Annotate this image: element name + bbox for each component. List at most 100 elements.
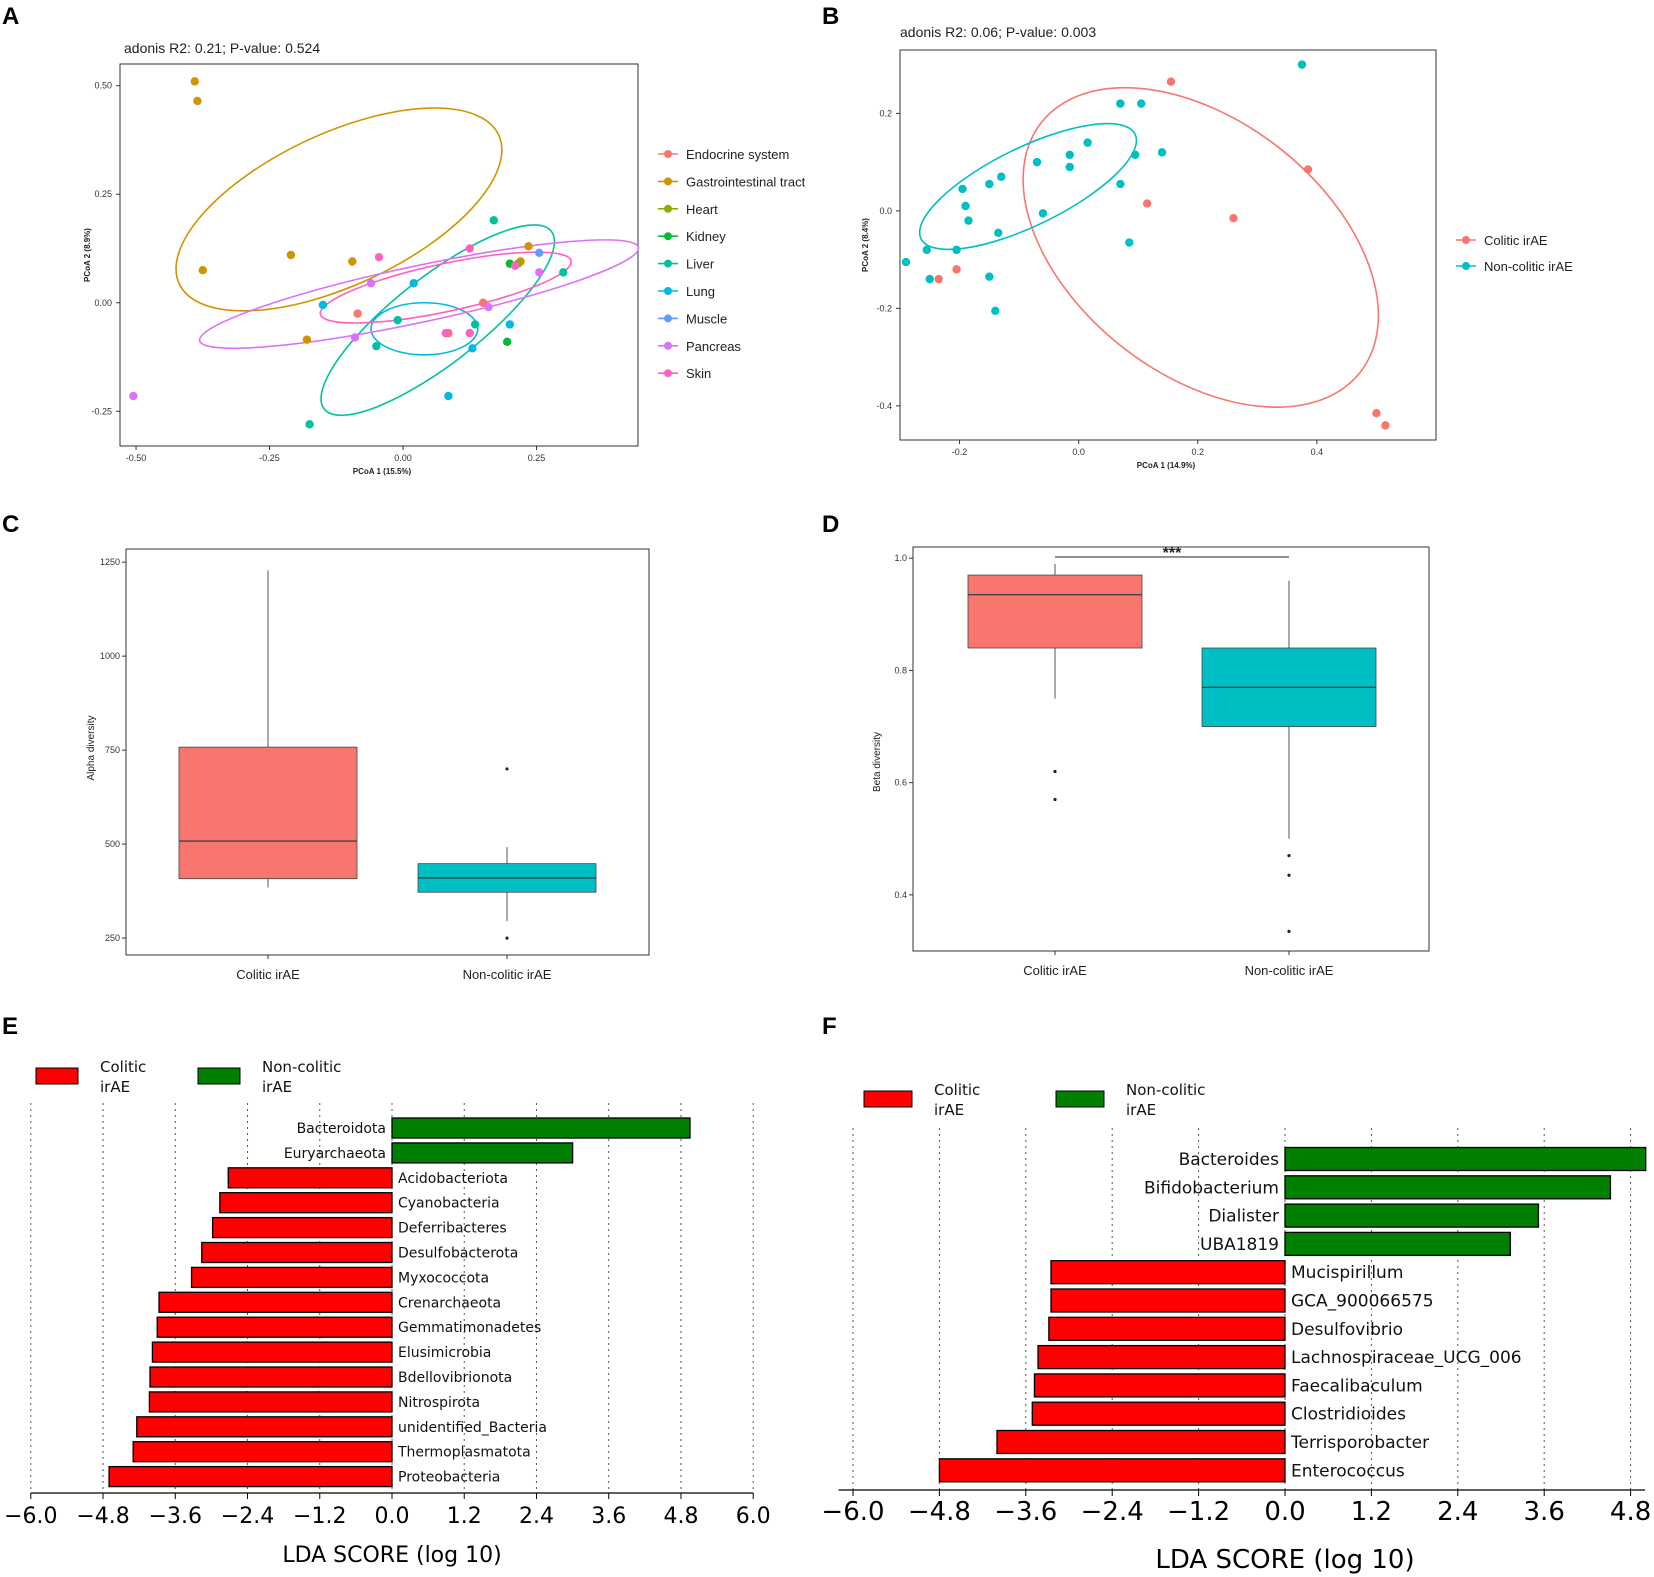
panel-a-xlabel: PCoA 1 (15.5%) xyxy=(353,467,412,476)
panel-d-ytick-label: 1.0 xyxy=(894,553,907,563)
panel-f-bar-label-lachnospiraceae-ucg-006: Lachnospiraceae_UCG_006 xyxy=(1291,1348,1522,1368)
panel-a-legend-dot-pancreas xyxy=(664,341,672,350)
panel-f-bar-label-desulfovibrio: Desulfovibrio xyxy=(1291,1320,1403,1340)
panel-a-ytick-label: 0.00 xyxy=(94,298,112,308)
panel-a-ellipse-pancreas xyxy=(198,239,640,350)
panel-b-ellipse-colitic-irae xyxy=(1022,86,1380,408)
panel-e-xtick-label: −2.4 xyxy=(221,1504,274,1529)
panel-e-xtick-label: 3.6 xyxy=(591,1504,626,1529)
panel-f-bar-uba1819 xyxy=(1284,1231,1512,1257)
panel-e-bar-label-unidentified-bacteria: unidentified_Bacteria xyxy=(398,1420,547,1436)
panel-a-point-skin xyxy=(510,261,520,271)
panel-f-bar-label-uba1819: UBA1819 xyxy=(1200,1235,1279,1255)
panel-b-point-non-colitic-irae xyxy=(985,179,994,189)
panel-e-bar-unidentified-bacteria xyxy=(136,1416,393,1438)
panel-b-point-non-colitic-irae xyxy=(1065,150,1074,160)
panel-a-legend-label-heart: Heart xyxy=(686,202,718,217)
panel-e-bar-label-gemmatimonadetes: Gemmatimonadetes xyxy=(398,1320,541,1336)
panel-c-category-label-colitic-irae: Colitic irAE xyxy=(236,967,300,982)
panel-b-xtick-label: 0.2 xyxy=(1192,447,1205,457)
panel-e-bar-gemmatimonadetes xyxy=(156,1316,393,1338)
panel-b-point-colitic-irae xyxy=(952,265,961,274)
panel-f-xtick-label: 0.0 xyxy=(1264,1497,1305,1527)
panel-c-ytick-label: 500 xyxy=(105,839,120,849)
panel-a-point-muscle xyxy=(535,248,544,258)
panel-b-point-non-colitic-irae xyxy=(1116,99,1125,108)
panel-f-xtick-label: −4.8 xyxy=(908,1497,971,1527)
panel-b-point-colitic-irae xyxy=(1381,421,1390,430)
panel-b-point-colitic-irae xyxy=(934,274,943,284)
panel-a-xtick-label: -0.50 xyxy=(126,453,147,463)
panel-f-bar-label-clostridioides: Clostridioides xyxy=(1291,1405,1406,1425)
panel-a-point-lung xyxy=(409,279,418,288)
panel-d-label: D xyxy=(822,511,839,538)
panel-e-legend-label-colitic-2: irAE xyxy=(100,1078,130,1096)
panel-b: B adonis R2: 0.06; P-value: 0.003 PCoA 1… xyxy=(822,3,1573,470)
panel-b-point-non-colitic-irae xyxy=(961,201,970,211)
panel-f-legend-label-colitic: Colitic xyxy=(934,1081,980,1099)
panel-f-legend-label-colitic-2: irAE xyxy=(934,1101,964,1119)
panel-f-bar-gca-900066575 xyxy=(1050,1288,1286,1313)
panel-b-point-non-colitic-irae xyxy=(958,184,967,194)
panel-b-ytick-label: -0.4 xyxy=(876,401,892,411)
panel-e-xtick-label: −4.8 xyxy=(76,1504,129,1529)
panel-e-bar-thermoplasmatota xyxy=(132,1441,393,1463)
panel-e-bar-label-deferribacteres: Deferribacteres xyxy=(398,1221,507,1237)
panel-f-bar-bacteroides xyxy=(1284,1146,1647,1172)
panel-f: F LDA SCORE (log 10) Colitic irAE Non-coli… xyxy=(821,1013,1651,1575)
panel-a-point-gastrointestinal-tract xyxy=(286,250,296,260)
panel-e-bar-label-bdellovibrionota: Bdellovibrionota xyxy=(398,1370,512,1386)
panel-a-point-skin xyxy=(374,252,384,262)
panel-a-point-gastrointestinal-tract xyxy=(348,257,357,266)
panel-a-point-skin xyxy=(441,328,450,338)
panel-f-bar-mucispirillum xyxy=(1050,1260,1286,1285)
panel-d: D Beta diversity 0.4 0.6 0.8 1.0 Colitic irA… xyxy=(822,511,1430,978)
panel-a-point-skin xyxy=(465,328,474,338)
panel-e-legend-label-non-colitic: Non-colitic xyxy=(262,1058,341,1076)
panel-e-bar-myxococcota xyxy=(190,1266,393,1289)
panel-f-xtick-label: −1.2 xyxy=(1167,1497,1230,1527)
panel-e-xtick-label: 6.0 xyxy=(736,1504,771,1529)
panel-f-bar-bifidobacterium xyxy=(1284,1175,1612,1200)
panel-d-outlier-non-colitic-irae xyxy=(1287,929,1291,933)
panel-a-ytick-label: 0.50 xyxy=(94,81,112,91)
panel-b-legend-label-non-colitic-irae: Non-colitic irAE xyxy=(1484,259,1573,274)
panel-b-point-non-colitic-irae xyxy=(1137,99,1146,108)
panel-b-point-colitic-irae xyxy=(1166,77,1176,86)
panel-b-point-non-colitic-irae xyxy=(1065,162,1074,172)
panel-f-label: F xyxy=(822,1013,837,1040)
panel-b-legend-label-colitic-irae: Colitic irAE xyxy=(1484,233,1548,248)
panel-f-bar-terrisporobacter xyxy=(996,1429,1286,1455)
panel-d-significance-label: *** xyxy=(1163,545,1182,562)
panel-c-ytick-label: 750 xyxy=(105,745,120,755)
panel-e-bar-label-euryarchaeota: Euryarchaeota xyxy=(284,1146,386,1162)
panel-c-ytick-label: 250 xyxy=(105,933,120,943)
panel-f-xtick-label: 2.4 xyxy=(1437,1497,1478,1527)
panel-a-legend-label-gastrointestinal-tract: Gastrointestinal tract xyxy=(686,174,806,189)
panel-c-category-label-non-colitic-irae: Non-colitic irAE xyxy=(463,967,552,982)
panel-f-bar-faecalibaculum xyxy=(1033,1373,1286,1398)
panel-e-bar-desulfobacterota xyxy=(201,1241,393,1264)
panel-b-legend-dot-colitic-irae xyxy=(1462,236,1470,244)
panel-b-point-colitic-irae xyxy=(1372,408,1381,418)
panel-d-outlier-non-colitic-irae xyxy=(1287,854,1291,858)
panel-b-point-non-colitic-irae xyxy=(1116,179,1125,189)
panel-d-outlier-non-colitic-irae xyxy=(1287,873,1291,877)
panel-f-xtick-label: 3.6 xyxy=(1524,1497,1565,1527)
panel-b-ellipse-non-colitic-irae xyxy=(918,122,1138,251)
panel-f-bar-label-dialister: Dialister xyxy=(1208,1207,1279,1227)
panel-a-point-gastrointestinal-tract xyxy=(302,335,312,344)
panel-a-ylabel: PCoA 2 (8.9%) xyxy=(83,228,92,282)
panel-c: C Alpha diversity 250 500 750 1000 1250 Colit… xyxy=(2,511,650,982)
panel-a-point-lung xyxy=(318,300,328,310)
panel-e-xtick-label: 0.0 xyxy=(375,1504,410,1529)
panel-f-xtick-label: 4.8 xyxy=(1610,1497,1651,1527)
panel-e-bar-acidobacteriota xyxy=(227,1167,393,1189)
panel-e-xtick-label: −3.6 xyxy=(149,1504,202,1529)
panel-a-legend-label-muscle: Muscle xyxy=(686,311,727,326)
panel-d-box-colitic-irae xyxy=(967,574,1143,649)
panel-d-category-label-non-colitic-irae: Non-colitic irAE xyxy=(1245,963,1334,978)
panel-b-point-non-colitic-irae xyxy=(925,274,934,284)
panel-e-xtick-label: −1.2 xyxy=(293,1504,346,1529)
